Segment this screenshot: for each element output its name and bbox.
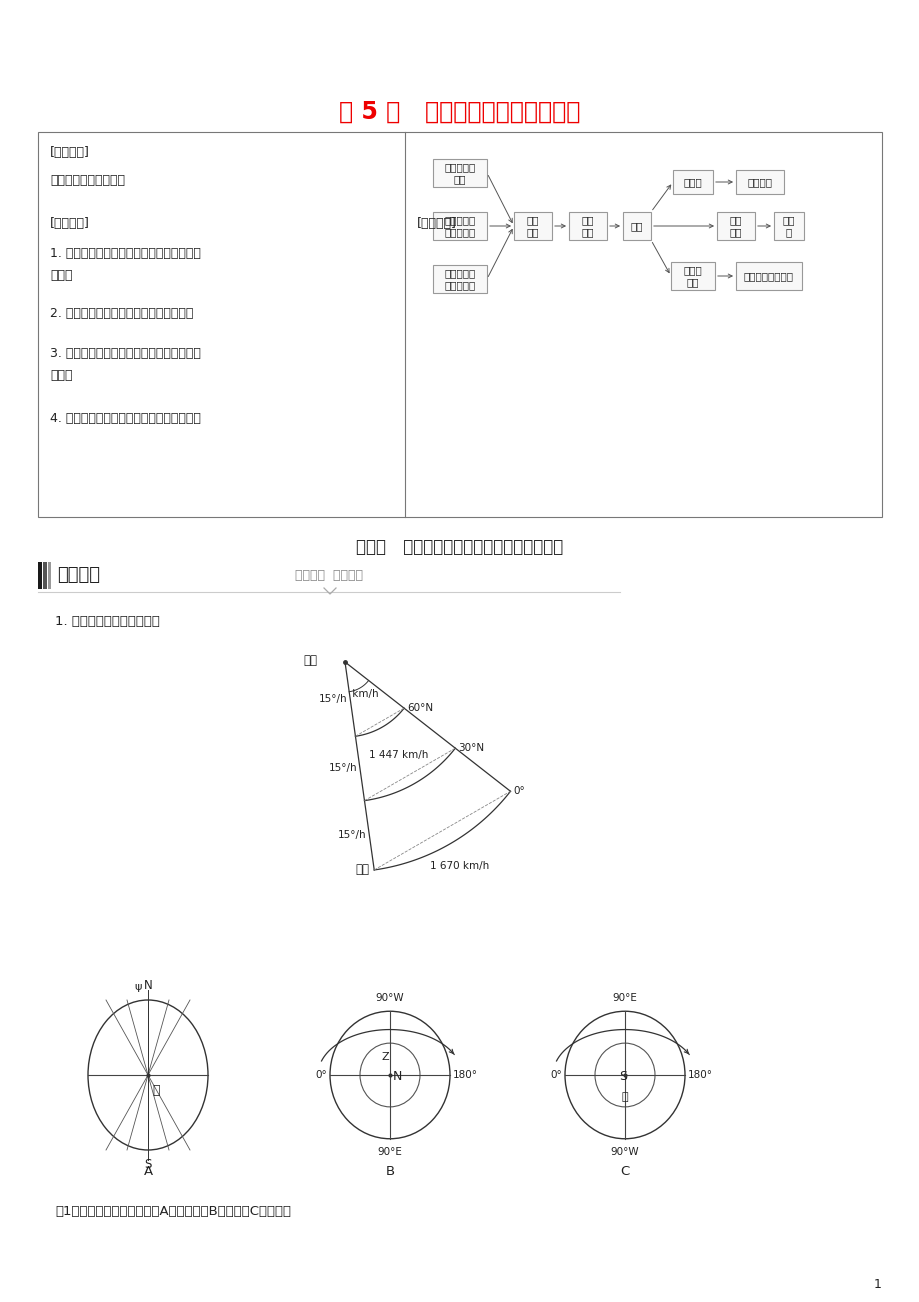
- Bar: [433, 212, 486, 240]
- Text: 4. 学会运用地转偏向力解释一些自然现象。: 4. 学会运用地转偏向力解释一些自然现象。: [50, 411, 200, 424]
- Text: 地方
时: 地方 时: [782, 215, 794, 237]
- Text: 第 5 讲   地球的自转及其地理意义: 第 5 讲 地球的自转及其地理意义: [339, 100, 580, 124]
- Text: B: B: [385, 1165, 394, 1178]
- Bar: [514, 212, 551, 240]
- Bar: [716, 212, 754, 240]
- Bar: [48, 562, 51, 589]
- Text: 考点一   地球自转特征与昼夜交替、运动偏转: 考点一 地球自转特征与昼夜交替、运动偏转: [356, 538, 563, 556]
- Text: 速度：角速
度和线速度: 速度：角速 度和线速度: [444, 268, 475, 290]
- Text: 地转偏
向力: 地转偏 向力: [683, 266, 701, 286]
- Bar: [735, 262, 801, 290]
- Text: 基础梅理: 基础梅理: [57, 566, 100, 585]
- Bar: [433, 266, 486, 293]
- Text: A: A: [143, 1165, 153, 1178]
- Text: 0°: 0°: [315, 1070, 326, 1079]
- Text: （1）描述三图中自转方向：A自西向东、B逆时针、C顺时针。: （1）描述三图中自转方向：A自西向东、B逆时针、C顺时针。: [55, 1204, 290, 1217]
- Text: 地球
自转: 地球 自转: [581, 215, 594, 237]
- Ellipse shape: [88, 1000, 208, 1150]
- Bar: [38, 132, 881, 517]
- Text: 基本
规律: 基本 规律: [527, 215, 539, 237]
- Text: 90°W: 90°W: [610, 1147, 639, 1156]
- Text: 北极: 北极: [302, 654, 317, 667]
- Text: [思维导图]: [思维导图]: [416, 217, 457, 230]
- Bar: [735, 171, 783, 194]
- Text: 1 447 km/h: 1 447 km/h: [369, 750, 428, 760]
- Text: 甲: 甲: [152, 1083, 160, 1096]
- Text: 知识回顾  理清教材: 知识回顾 理清教材: [295, 569, 363, 582]
- Text: 0°: 0°: [513, 786, 525, 797]
- Text: 难点）: 难点）: [50, 368, 73, 381]
- Text: N: N: [392, 1070, 402, 1083]
- Text: [考纲解读]: [考纲解读]: [50, 217, 90, 230]
- Text: 60°N: 60°N: [407, 703, 433, 713]
- Text: 1. 识记地球自转的方向、周期、速度等基本: 1. 识记地球自转的方向、周期、速度等基本: [50, 247, 200, 260]
- Text: 90°E: 90°E: [612, 993, 637, 1004]
- Bar: [43, 562, 47, 589]
- Ellipse shape: [330, 1012, 449, 1139]
- Text: 1 670 km/h: 1 670 km/h: [430, 861, 489, 871]
- Bar: [622, 212, 651, 240]
- Text: 3. 学会地方时、区时、日界线的计算。（重: 3. 学会地方时、区时、日界线的计算。（重: [50, 348, 200, 359]
- Text: 水平运动物体偏向: 水平运动物体偏向: [743, 271, 793, 281]
- Bar: [773, 212, 803, 240]
- Text: ψ: ψ: [134, 982, 142, 992]
- Text: 15°/h: 15°/h: [337, 831, 366, 840]
- Text: [考纲呈现]: [考纲呈现]: [50, 146, 90, 159]
- Text: 90°W: 90°W: [375, 993, 403, 1004]
- Text: 地球运动的地理意义。: 地球运动的地理意义。: [50, 174, 125, 187]
- Bar: [38, 562, 42, 589]
- Text: 0°: 0°: [550, 1070, 562, 1079]
- Text: C: C: [619, 1165, 629, 1178]
- Text: 2. 掌握晨昏线的判读及应用。（重难点）: 2. 掌握晨昏线的判读及应用。（重难点）: [50, 307, 193, 320]
- Text: 30°N: 30°N: [458, 743, 484, 753]
- Text: 昼夜交替: 昼夜交替: [746, 177, 772, 187]
- Text: 15°/h: 15°/h: [318, 694, 346, 704]
- Text: 周期：恒星
日和太阳日: 周期：恒星 日和太阳日: [444, 215, 475, 237]
- Text: N: N: [143, 979, 153, 992]
- Text: 90°E: 90°E: [377, 1147, 402, 1156]
- Text: 180°: 180°: [452, 1070, 478, 1079]
- Text: 产生
时差: 产生 时差: [729, 215, 742, 237]
- Text: 方向：自西
向东: 方向：自西 向东: [444, 163, 475, 184]
- Text: 180°: 180°: [687, 1070, 712, 1079]
- Text: S: S: [618, 1070, 627, 1083]
- Text: Z: Z: [380, 1052, 389, 1062]
- Bar: [670, 262, 714, 290]
- Text: km/h: km/h: [348, 690, 378, 699]
- Text: 规律。: 规律。: [50, 270, 73, 283]
- Text: S: S: [144, 1157, 152, 1170]
- Text: 地心: 地心: [355, 863, 369, 876]
- Text: 意义: 意义: [630, 221, 642, 230]
- Text: 1. 读下图，回忆下列知识。: 1. 读下图，回忆下列知识。: [55, 615, 160, 628]
- Bar: [673, 171, 712, 194]
- Text: 15°/h: 15°/h: [328, 763, 357, 773]
- Bar: [568, 212, 607, 240]
- Bar: [433, 159, 486, 187]
- Text: 丙: 丙: [621, 1092, 628, 1101]
- Text: 1: 1: [873, 1279, 881, 1292]
- Text: 晨昏线: 晨昏线: [683, 177, 701, 187]
- Ellipse shape: [564, 1012, 685, 1139]
